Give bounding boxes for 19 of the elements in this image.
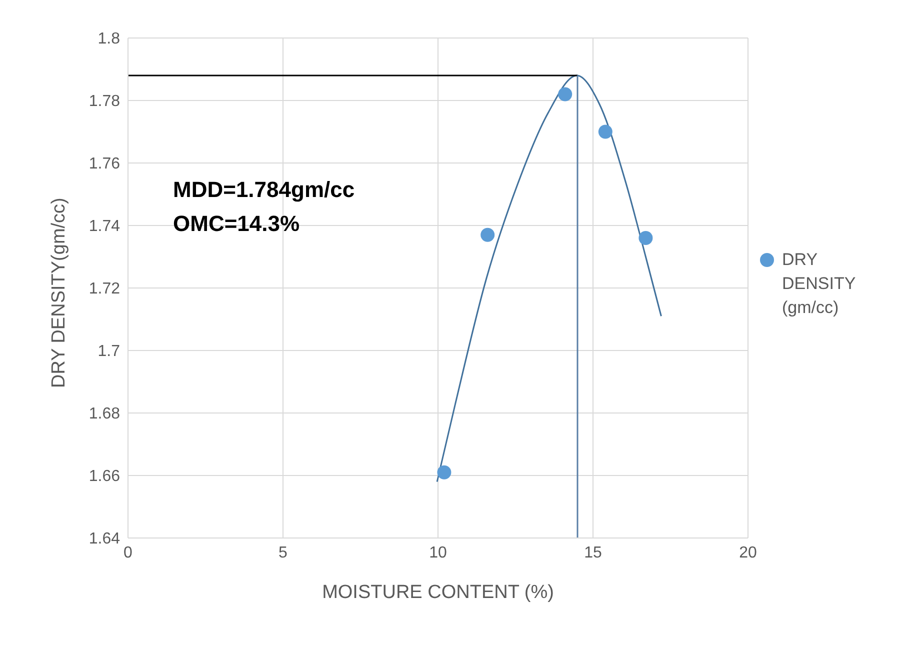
x-tick-label: 5: [278, 544, 288, 562]
y-axis-title: DRY DENSITY(gm/cc): [48, 198, 70, 388]
y-tick-label: 1.64: [88, 530, 120, 548]
y-tick-label: 1.78: [88, 93, 120, 110]
annotation: MDD=1.784gm/cc: [173, 176, 355, 204]
y-tick-label: 1.68: [88, 406, 120, 423]
annotation: OMC=14.3%: [173, 210, 301, 238]
x-tick-label: 10: [429, 544, 447, 562]
y-tick-label: 1.66: [88, 468, 120, 486]
x-axis-title: MOISTURE CONTENT (%): [322, 582, 554, 603]
x-tick-label: 0: [124, 544, 133, 562]
x-tick-label: 20: [739, 544, 757, 562]
y-tick-label: 1.8: [98, 30, 120, 48]
x-tick-label: 15: [584, 544, 602, 562]
y-tick-label: 1.76: [88, 156, 120, 173]
legend-label: DRY DENSITY (gm/cc): [782, 249, 856, 319]
y-tick-label: 1.74: [88, 218, 120, 236]
y-tick-label: 1.7: [98, 343, 120, 360]
y-tick-label: 1.72: [88, 280, 120, 298]
